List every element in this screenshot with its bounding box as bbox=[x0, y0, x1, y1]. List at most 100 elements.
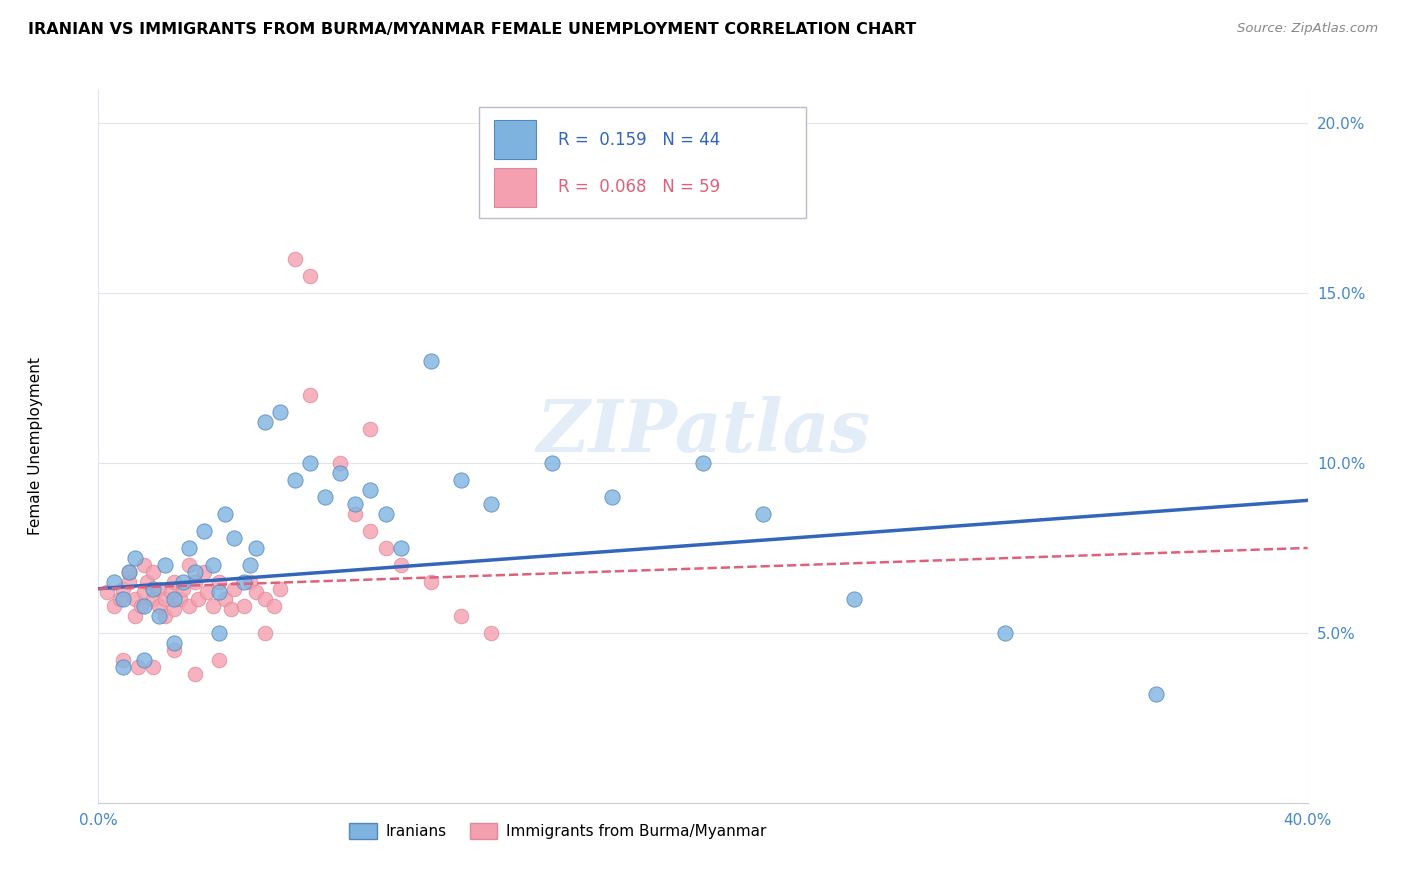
Point bbox=[124, 551, 146, 566]
Point bbox=[108, 591, 131, 606]
Point bbox=[124, 591, 146, 606]
Point bbox=[103, 599, 125, 613]
Point bbox=[420, 354, 443, 368]
Point bbox=[184, 565, 207, 579]
Point bbox=[360, 483, 382, 498]
Point bbox=[214, 591, 236, 606]
Point bbox=[360, 422, 382, 436]
Point bbox=[245, 541, 267, 555]
FancyBboxPatch shape bbox=[479, 107, 806, 218]
Point bbox=[172, 574, 194, 589]
Point bbox=[214, 507, 236, 521]
Point bbox=[481, 626, 503, 640]
Point bbox=[135, 574, 157, 589]
Point bbox=[179, 558, 201, 572]
Point bbox=[450, 473, 472, 487]
Point bbox=[169, 591, 191, 606]
Point bbox=[420, 574, 443, 589]
Point bbox=[692, 456, 714, 470]
FancyBboxPatch shape bbox=[494, 120, 536, 159]
Point bbox=[1144, 687, 1167, 701]
Text: Source: ZipAtlas.com: Source: ZipAtlas.com bbox=[1237, 22, 1378, 36]
Point bbox=[284, 473, 307, 487]
Point bbox=[142, 591, 165, 606]
Point bbox=[142, 565, 165, 579]
Point bbox=[118, 565, 141, 579]
Point bbox=[389, 558, 412, 572]
Point bbox=[253, 415, 276, 429]
Point bbox=[132, 599, 155, 613]
Point bbox=[172, 582, 194, 596]
Point bbox=[202, 558, 225, 572]
Point bbox=[142, 582, 165, 596]
Point bbox=[299, 388, 322, 402]
Point bbox=[148, 608, 170, 623]
Point bbox=[269, 405, 291, 419]
Point bbox=[299, 456, 322, 470]
Point bbox=[193, 565, 215, 579]
Point bbox=[184, 574, 207, 589]
Point bbox=[132, 558, 155, 572]
Point bbox=[232, 574, 254, 589]
Point bbox=[239, 574, 262, 589]
Point bbox=[314, 490, 336, 504]
Point bbox=[124, 608, 146, 623]
Point bbox=[284, 252, 307, 266]
Point bbox=[269, 582, 291, 596]
Point bbox=[263, 599, 285, 613]
Point bbox=[118, 565, 141, 579]
Point bbox=[360, 524, 382, 538]
Text: IRANIAN VS IMMIGRANTS FROM BURMA/MYANMAR FEMALE UNEMPLOYMENT CORRELATION CHART: IRANIAN VS IMMIGRANTS FROM BURMA/MYANMAR… bbox=[28, 22, 917, 37]
Point bbox=[208, 585, 231, 599]
Point bbox=[540, 456, 562, 470]
Point bbox=[179, 541, 201, 555]
Point bbox=[160, 585, 183, 599]
Point bbox=[389, 541, 412, 555]
Point bbox=[202, 599, 225, 613]
Point bbox=[153, 558, 176, 572]
Point bbox=[253, 591, 276, 606]
Point bbox=[602, 490, 624, 504]
Point bbox=[118, 574, 141, 589]
Point bbox=[224, 582, 246, 596]
Point bbox=[153, 591, 176, 606]
Point bbox=[163, 636, 186, 650]
Point bbox=[374, 541, 396, 555]
Point bbox=[96, 585, 118, 599]
Point bbox=[111, 660, 134, 674]
Point bbox=[299, 269, 322, 284]
Point bbox=[193, 524, 215, 538]
Point bbox=[844, 591, 866, 606]
Point bbox=[344, 497, 367, 511]
Point bbox=[329, 456, 352, 470]
Legend: Iranians, Immigrants from Burma/Myanmar: Iranians, Immigrants from Burma/Myanmar bbox=[343, 817, 773, 845]
Y-axis label: Female Unemployment: Female Unemployment bbox=[28, 357, 42, 535]
Point bbox=[195, 585, 218, 599]
Point bbox=[184, 666, 207, 681]
Point bbox=[481, 497, 503, 511]
Text: R =  0.068   N = 59: R = 0.068 N = 59 bbox=[558, 178, 720, 196]
Point bbox=[148, 599, 170, 613]
Point bbox=[329, 466, 352, 480]
Point bbox=[187, 591, 209, 606]
Point bbox=[111, 591, 134, 606]
Point bbox=[374, 507, 396, 521]
Point bbox=[450, 608, 472, 623]
Point bbox=[245, 585, 267, 599]
Text: ZIPatlas: ZIPatlas bbox=[536, 396, 870, 467]
Point bbox=[163, 591, 186, 606]
Point bbox=[208, 653, 231, 667]
Point bbox=[224, 531, 246, 545]
Point bbox=[129, 599, 152, 613]
Point bbox=[232, 599, 254, 613]
Point bbox=[163, 602, 186, 616]
Point bbox=[344, 507, 367, 521]
Point bbox=[221, 602, 243, 616]
Point bbox=[132, 653, 155, 667]
Point bbox=[208, 574, 231, 589]
Point bbox=[253, 626, 276, 640]
Point bbox=[239, 558, 262, 572]
Point bbox=[132, 585, 155, 599]
Point bbox=[752, 507, 775, 521]
Text: R =  0.159   N = 44: R = 0.159 N = 44 bbox=[558, 130, 720, 148]
